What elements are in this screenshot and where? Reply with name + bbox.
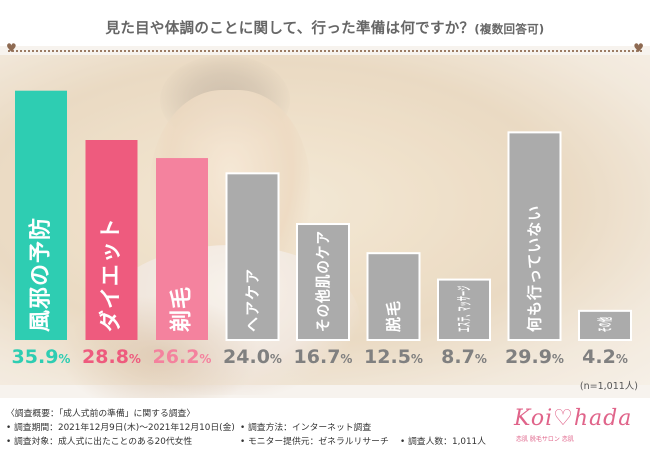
- category-label-3: 剃毛: [169, 286, 195, 332]
- bar-6: [366, 252, 421, 341]
- category-label-1: 風邪の予防: [29, 217, 54, 332]
- bar-9: [578, 309, 632, 342]
- logo-wordmark: Koi♡hada: [514, 406, 633, 431]
- bar-2: [85, 140, 138, 340]
- survey-title: 〈調査概要：「成人式前の準備」に関する調査〉: [6, 409, 196, 419]
- category-label-8: 何も行っていない: [526, 205, 544, 332]
- survey-footer: 〈調査概要：「成人式前の準備」に関する調査〉 • 調査期間：2021年12月9日…: [0, 398, 650, 450]
- bar-5: [296, 223, 350, 341]
- survey-target: • 調査対象：成人式に出たことのある20代女性: [6, 437, 193, 447]
- category-label-9: その他: [596, 317, 614, 332]
- sample-size-note: (n=1,011人): [579, 381, 638, 392]
- bar-8: [507, 131, 562, 341]
- bar-3: [156, 158, 208, 340]
- bar-1: [15, 90, 67, 340]
- survey-method: • 調査方法：インターネット調査: [240, 423, 372, 433]
- bar-7: [437, 278, 491, 342]
- survey-period: • 調査期間：2021年12月9日(木)～2021年12月10日(金): [6, 423, 235, 433]
- category-label-6: 脱毛: [385, 300, 403, 332]
- chart-title-main: 見た目や体調のことに関して、行った準備は何ですか？: [105, 21, 475, 37]
- survey-provider: • モニター提供元：ゼネラルリサーチ: [240, 437, 389, 447]
- category-label-5: その他肌のケア: [314, 230, 332, 332]
- chart-title-sub: (複数回答可): [474, 22, 545, 36]
- bar-4: [225, 172, 280, 341]
- brand-logo: Koi♡hada 恋肌 脱毛サロン 恋肌: [514, 406, 634, 446]
- survey-count: • 調査人数：1,011人: [400, 437, 486, 447]
- chart-title: 見た目や体調のことに関して、行った準備は何ですか？(複数回答可): [0, 17, 650, 38]
- logo-tagline: 恋肌 脱毛サロン 恋肌: [516, 436, 574, 443]
- heart-icon-right: ♥: [633, 41, 644, 55]
- title-bar: 見た目や体調のことに関して、行った準備は何ですか？(複数回答可): [0, 0, 650, 46]
- heart-icon-left: ♥: [6, 41, 17, 55]
- category-label-7: エステ、マッサージ: [455, 286, 473, 332]
- category-label-4: ヘアケア: [244, 268, 262, 332]
- title-divider: [8, 50, 642, 52]
- category-label-2: ダイエット: [98, 217, 124, 332]
